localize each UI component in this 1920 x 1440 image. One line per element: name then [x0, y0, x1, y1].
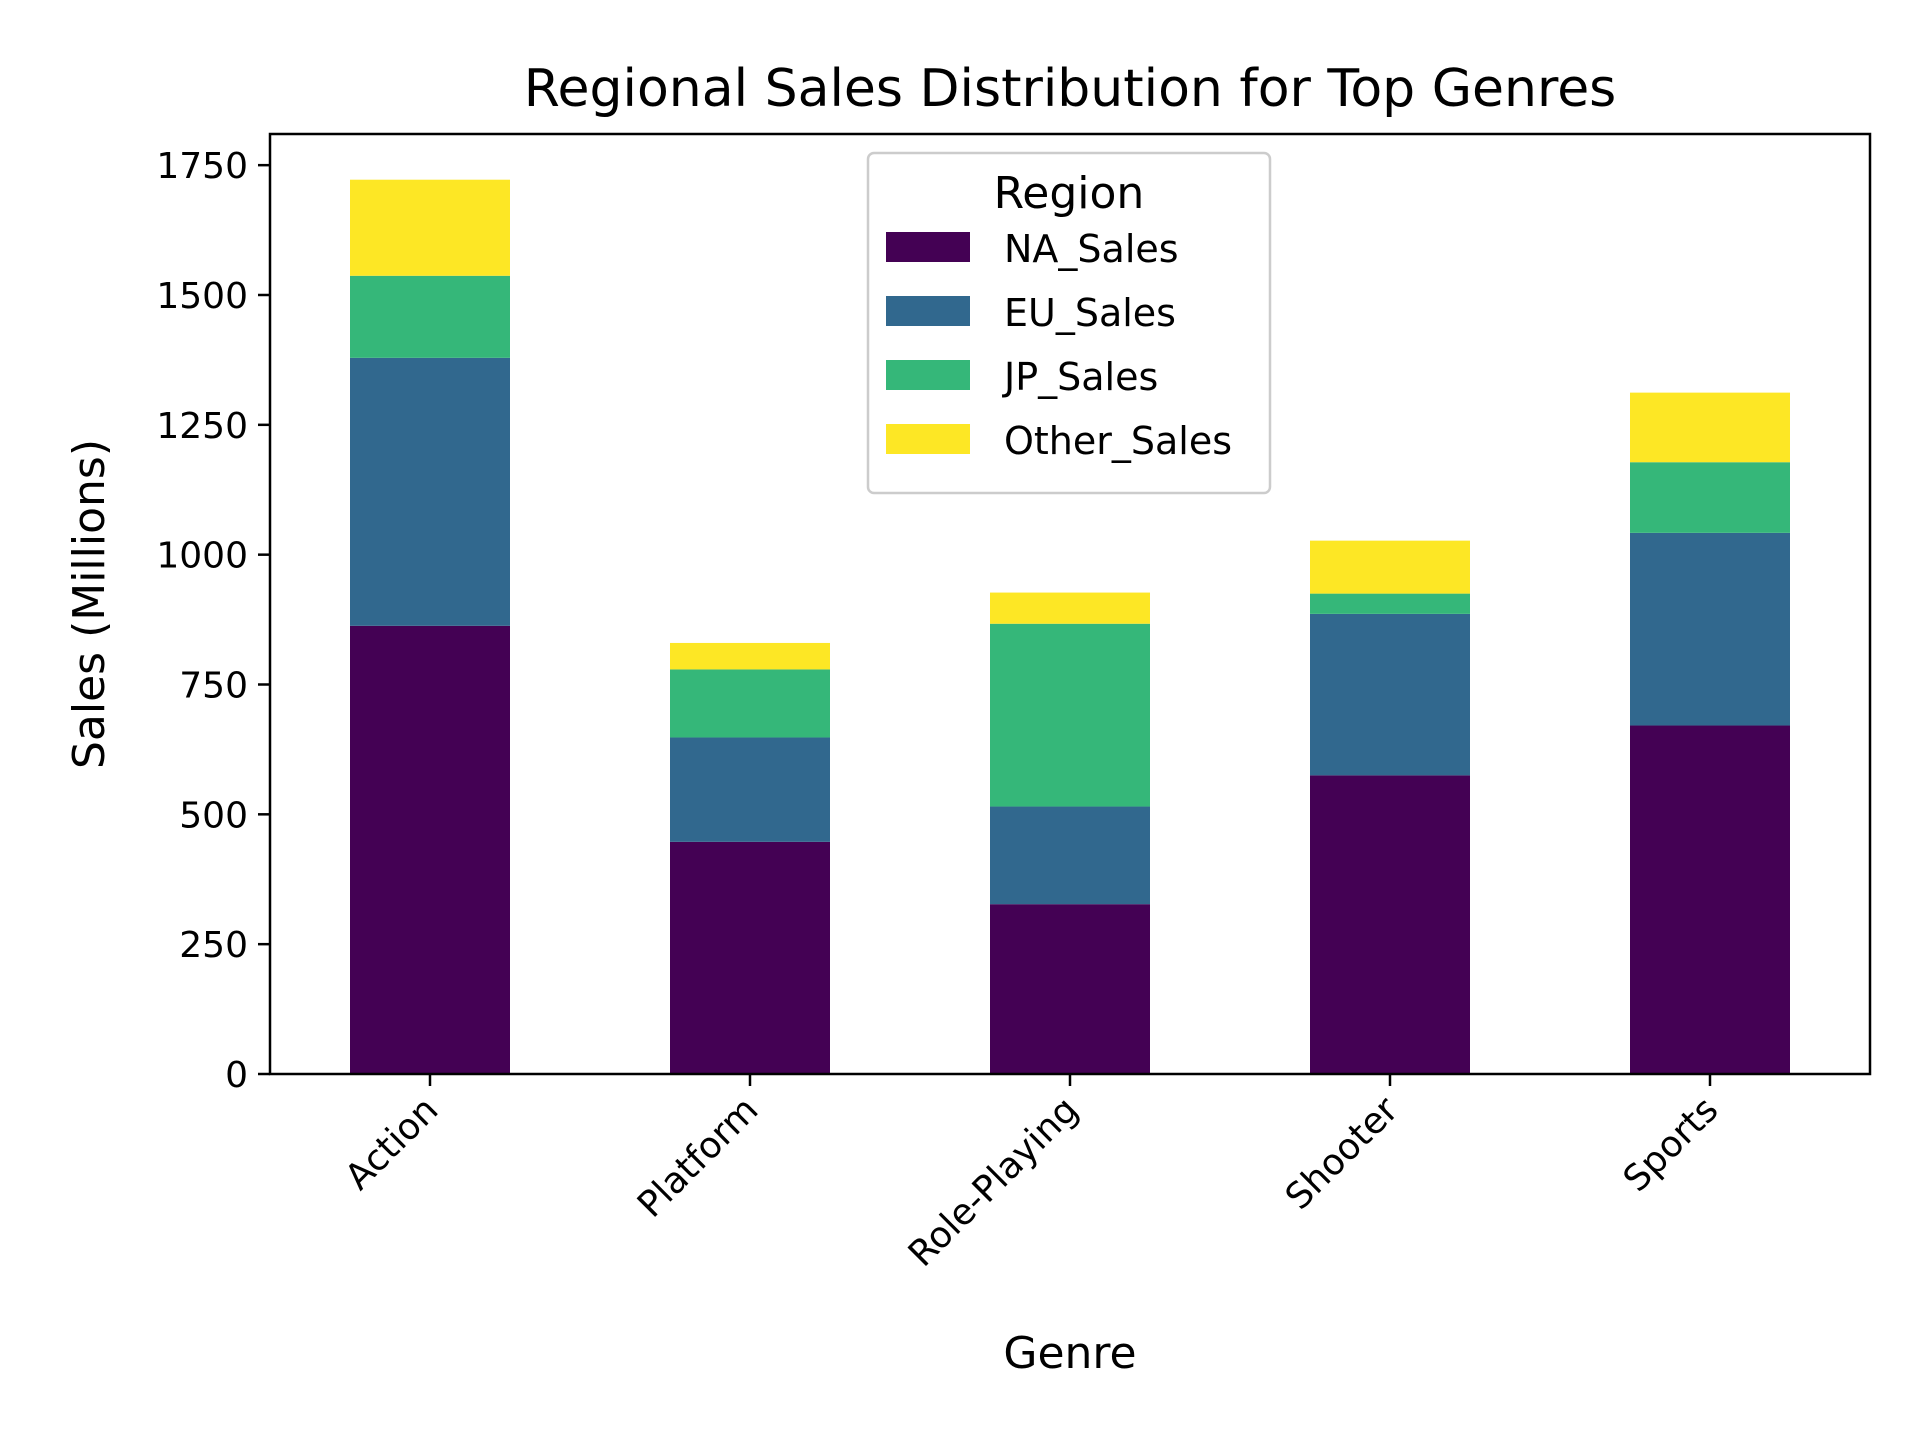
y-axis-label: Sales (Millions) [64, 439, 115, 769]
bar-action-jp-sales [350, 275, 510, 358]
legend-swatch-jp-sales [886, 360, 970, 390]
bar-shooter-eu-sales [1310, 613, 1470, 776]
legend: Region NA_Sales EU_Sales JP_Sales Other_Sal… [866, 151, 1272, 495]
bar-action-na-sales [350, 625, 510, 1074]
bar-sports-na-sales [1630, 725, 1790, 1074]
bar-role-playing-other-sales [990, 592, 1150, 624]
legend-title: Region [994, 168, 1145, 219]
legend-label-jp-sales: JP_Sales [1002, 355, 1158, 399]
bar-role-playing-eu-sales [990, 806, 1150, 905]
bar-platform-jp-sales [670, 669, 830, 738]
bar-action-other-sales [350, 179, 510, 276]
bar-role-playing-jp-sales [990, 623, 1150, 807]
x-tick-label: Action [338, 1089, 447, 1198]
legend-label-eu-sales: EU_Sales [1004, 291, 1176, 335]
bar-action-eu-sales [350, 357, 510, 626]
x-tick-label: Shooter [1278, 1089, 1407, 1218]
x-axis-label: Genre [1003, 1328, 1136, 1379]
y-tick-label: 1500 [156, 276, 248, 317]
legend-label-na-sales: NA_Sales [1004, 227, 1179, 271]
bar-sports-jp-sales [1630, 462, 1790, 533]
bar-role-playing-na-sales [990, 904, 1150, 1074]
y-tick-label: 500 [179, 795, 248, 836]
bar-sports-other-sales [1630, 392, 1790, 463]
bar-shooter-other-sales [1310, 540, 1470, 594]
bar-platform-na-sales [670, 841, 830, 1074]
x-tick-label: Platform [630, 1089, 766, 1225]
bar-sports-eu-sales [1630, 532, 1790, 726]
x-axis: Action Platform Role-Playing Shooter Sports [338, 1074, 1727, 1275]
bar-shooter-na-sales [1310, 775, 1470, 1074]
y-tick-label: 1250 [156, 406, 248, 447]
bar-platform-eu-sales [670, 737, 830, 842]
x-tick-label: Role-Playing [901, 1089, 1086, 1274]
chart-title: Regional Sales Distribution for Top Genr… [524, 59, 1617, 119]
legend-swatch-na-sales [886, 232, 970, 262]
bar-shooter-jp-sales [1310, 593, 1470, 614]
y-tick-label: 750 [179, 665, 248, 706]
legend-swatch-eu-sales [886, 296, 970, 326]
y-tick-label: 1000 [156, 536, 248, 577]
y-tick-label: 1750 [156, 146, 248, 187]
bars-group [350, 179, 1790, 1074]
y-tick-label: 0 [225, 1055, 248, 1096]
legend-label-other-sales: Other_Sales [1004, 419, 1232, 463]
bar-platform-other-sales [670, 642, 830, 670]
x-tick-label: Sports [1616, 1089, 1727, 1200]
y-axis: 0 250 500 750 1000 1250 1500 1750 [156, 146, 270, 1096]
y-tick-label: 250 [179, 925, 248, 966]
legend-swatch-other-sales [886, 424, 970, 454]
